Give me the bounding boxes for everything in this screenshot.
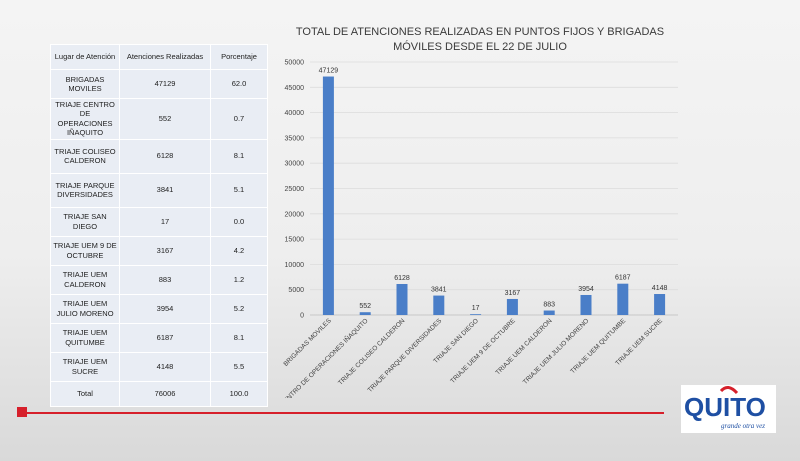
table-row: TRIAJE UEM 9 DE OCTUBRE 3167 4.2 <box>50 235 268 266</box>
bar <box>617 283 629 315</box>
y-tick-label: 20000 <box>285 211 305 218</box>
bar <box>580 294 592 315</box>
row-place: TRIAJE PARQUE DIVERSIDADES <box>50 172 120 208</box>
total-label: Total <box>50 380 120 407</box>
bar <box>396 283 408 315</box>
quito-logo-graphic: QUITO grande otra vez <box>681 385 776 433</box>
table-row: TRIAJE COLISEO CALDERON 6128 8.1 <box>50 138 268 174</box>
table-total-row: Total 76006 100.0 <box>50 380 268 407</box>
x-tick-label: TRIAJE PARQUE DIVERSIDADES <box>367 317 444 394</box>
table-row: TRIAJE CENTRO DE OPERACIONES IÑAQUITO 55… <box>50 98 268 140</box>
bar-value-label: 6187 <box>615 275 631 282</box>
y-tick-label: 40000 <box>285 110 305 117</box>
x-tick-label: TRIAJE UEM 9 DE OCTUBRE <box>449 317 517 385</box>
header-place: Lugar de Atención <box>50 44 120 70</box>
x-tick-label: TRIAJE COLISEO CALDERON <box>337 317 407 387</box>
y-tick-label: 15000 <box>285 237 305 244</box>
row-count: 4148 <box>119 351 211 382</box>
y-tick-label: 30000 <box>285 161 305 168</box>
bar-chart: TOTAL DE ATENCIONES REALIZADAS EN PUNTOS… <box>270 26 678 398</box>
row-place: BRIGADAS MOVILES <box>50 69 120 99</box>
bar-value-label: 883 <box>543 302 555 309</box>
table-row: BRIGADAS MOVILES 47129 62.0 <box>50 69 268 99</box>
bar-value-label: 3167 <box>505 290 521 297</box>
bar-value-label: 6128 <box>394 275 410 282</box>
row-place: TRIAJE UEM JULIO MORENO <box>50 293 120 324</box>
bar-value-label: 3954 <box>578 286 594 293</box>
row-place: TRIAJE UEM QUITUMBE <box>50 322 120 353</box>
row-pct: 5.2 <box>210 293 268 324</box>
bar <box>322 76 334 316</box>
row-place: TRIAJE UEM 9 DE OCTUBRE <box>50 235 120 266</box>
row-pct: 0.7 <box>210 98 268 140</box>
row-pct: 5.5 <box>210 351 268 382</box>
table-row: TRIAJE PARQUE DIVERSIDADES 3841 5.1 <box>50 172 268 208</box>
row-count: 883 <box>119 264 211 295</box>
x-tick-label: TRIAJE UEM JULIO MORENO <box>522 317 591 386</box>
logo-tagline: grande otra vez <box>721 422 765 430</box>
row-pct: 4.2 <box>210 235 268 266</box>
total-pct: 100.0 <box>210 380 268 407</box>
y-tick-label: 35000 <box>285 135 305 142</box>
bar-value-label: 3841 <box>431 287 447 294</box>
y-tick-label: 0 <box>300 313 304 320</box>
row-place: TRIAJE CENTRO DE OPERACIONES IÑAQUITO <box>50 98 120 140</box>
y-tick-label: 25000 <box>285 186 305 193</box>
table-row: TRIAJE SAN DIEGO 17 0.0 <box>50 206 268 237</box>
gridlines <box>310 61 678 316</box>
table-row: TRIAJE UEM CALDERON 883 1.2 <box>50 264 268 295</box>
row-pct: 8.1 <box>210 322 268 353</box>
attention-table: Lugar de Atención Atenciones Realizadas … <box>50 44 268 407</box>
row-count: 3167 <box>119 235 211 266</box>
header-pct: Porcentaje <box>210 44 268 70</box>
row-pct: 0.0 <box>210 206 268 237</box>
table-row: TRIAJE UEM JULIO MORENO 3954 5.2 <box>50 293 268 324</box>
row-pct: 62.0 <box>210 69 268 99</box>
quito-logo: QUITO grande otra vez <box>681 385 776 433</box>
bar-value-label: 17 <box>472 305 480 312</box>
chart-title-line-1: TOTAL DE ATENCIONES REALIZADAS EN PUNTOS… <box>296 26 664 38</box>
y-tick-label: 10000 <box>285 262 305 269</box>
row-place: TRIAJE UEM SUCRE <box>50 351 120 382</box>
row-count: 6128 <box>119 138 211 174</box>
total-count: 76006 <box>119 380 211 407</box>
value-labels: 47129 552 6128 3841 17 3167 883 3954 6187 4148 <box>319 68 668 313</box>
header-count: Atenciones Realizadas <box>119 44 211 70</box>
y-axis-ticks: 0 5000 10000 15000 20000 25000 30000 35000 40000… <box>285 60 305 320</box>
table-row: TRIAJE UEM SUCRE 4148 5.5 <box>50 351 268 382</box>
y-tick-label: 45000 <box>285 85 305 92</box>
row-pct: 1.2 <box>210 264 268 295</box>
row-count: 17 <box>119 206 211 237</box>
row-count: 3841 <box>119 172 211 208</box>
row-count: 6187 <box>119 322 211 353</box>
bar <box>359 312 371 315</box>
bar <box>470 314 482 315</box>
y-tick-label: 50000 <box>285 60 305 67</box>
bar-value-label: 47129 <box>319 68 339 75</box>
row-count: 47129 <box>119 69 211 99</box>
table-row: TRIAJE UEM QUITUMBE 6187 8.1 <box>50 322 268 353</box>
bar-value-label: 552 <box>359 303 371 310</box>
bars <box>322 76 666 316</box>
row-count: 552 <box>119 98 211 140</box>
logo-wordmark: QUITO <box>684 392 766 422</box>
table-header-row: Lugar de Atención Atenciones Realizadas … <box>50 44 268 70</box>
accent-line <box>18 412 664 414</box>
y-tick-label: 5000 <box>288 287 304 294</box>
chart-title-line-2: MÓVILES DESDE EL 22 DE JULIO <box>393 40 567 53</box>
bar <box>433 295 445 315</box>
row-place: TRIAJE UEM CALDERON <box>50 264 120 295</box>
row-place: TRIAJE SAN DIEGO <box>50 206 120 237</box>
row-count: 3954 <box>119 293 211 324</box>
bar <box>654 294 666 315</box>
row-pct: 5.1 <box>210 172 268 208</box>
logo-arc-icon <box>719 386 739 395</box>
row-pct: 8.1 <box>210 138 268 174</box>
bar <box>506 298 518 315</box>
bar <box>543 310 555 315</box>
row-place: TRIAJE COLISEO CALDERON <box>50 138 120 174</box>
bar-value-label: 4148 <box>652 285 668 292</box>
